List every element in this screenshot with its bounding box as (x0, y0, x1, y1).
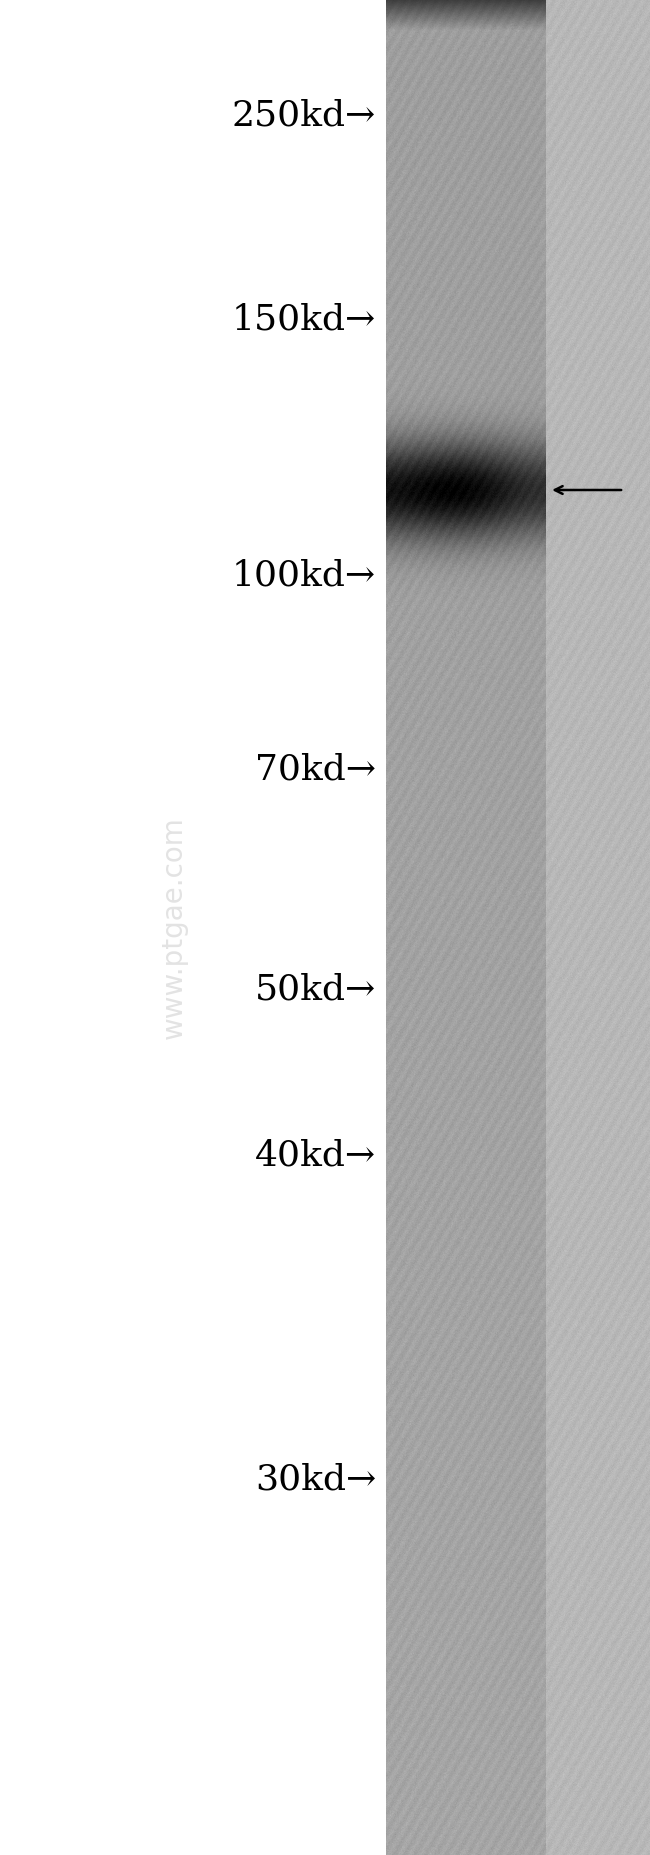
Text: 100kd→: 100kd→ (232, 558, 376, 592)
Text: 30kd→: 30kd→ (255, 1464, 376, 1497)
Text: 40kd→: 40kd→ (255, 1137, 376, 1172)
Text: 70kd→: 70kd→ (255, 753, 376, 787)
Text: 250kd→: 250kd→ (232, 98, 376, 132)
Text: 150kd→: 150kd→ (232, 302, 376, 338)
Text: www.ptgae.com: www.ptgae.com (160, 816, 188, 1039)
Text: 50kd→: 50kd→ (255, 974, 376, 1007)
